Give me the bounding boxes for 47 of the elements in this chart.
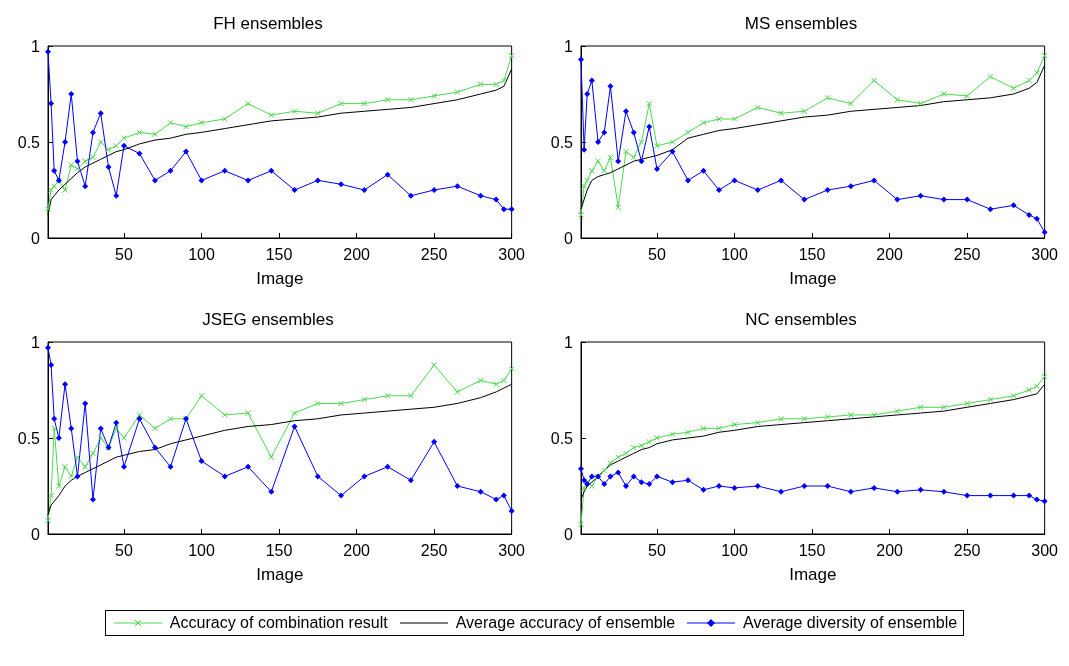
- legend-label: Accuracy of combination result: [168, 614, 388, 632]
- legend-label: Average accuracy of ensemble: [454, 614, 676, 632]
- x-tick-label: 300: [1031, 541, 1059, 559]
- x-tick-label: 50: [115, 541, 133, 559]
- x-tick-label: 300: [498, 541, 526, 559]
- y-tick-label: 0.5: [550, 429, 574, 447]
- x-axis-title: Image: [789, 269, 837, 288]
- x-tick-label: 150: [798, 245, 826, 263]
- y-tick-label: 0: [564, 229, 574, 247]
- y-tick-label: 1: [564, 37, 574, 55]
- x-tick-label: 100: [721, 245, 748, 263]
- chart-title: JSEG ensembles: [202, 310, 334, 329]
- x-tick-label: 200: [876, 245, 904, 263]
- x-tick-label: 200: [343, 541, 371, 559]
- x-tick-label: 200: [343, 245, 371, 263]
- y-tick-label: 0.5: [17, 133, 41, 151]
- x-tick-label: 100: [721, 541, 748, 559]
- x-tick-label: 250: [953, 541, 981, 559]
- x-tick-label: 300: [1031, 245, 1059, 263]
- x-tick-label: 100: [188, 245, 215, 263]
- y-tick-label: 1: [31, 37, 41, 55]
- y-tick-label: 0: [564, 525, 574, 543]
- x-tick-label: 50: [648, 541, 666, 559]
- y-tick-label: 0.5: [17, 429, 41, 447]
- x-tick-label: 150: [265, 245, 293, 263]
- chart-title: FH ensembles: [213, 14, 323, 33]
- x-tick-label: 100: [188, 541, 215, 559]
- x-tick-label: 200: [876, 541, 904, 559]
- legend-label: Average diversity of ensemble: [742, 614, 958, 632]
- chart-title: NC ensembles: [745, 310, 857, 329]
- x-tick-label: 50: [115, 245, 133, 263]
- y-tick-label: 1: [564, 333, 574, 351]
- x-tick-label: 250: [420, 541, 448, 559]
- x-tick-label: 250: [420, 245, 448, 263]
- y-tick-label: 0: [31, 229, 41, 247]
- x-tick-label: 50: [648, 245, 666, 263]
- x-axis-title: Image: [789, 565, 837, 584]
- y-tick-label: 1: [31, 333, 41, 351]
- y-tick-label: 0: [31, 525, 41, 543]
- x-tick-label: 250: [953, 245, 981, 263]
- chart-title: MS ensembles: [744, 14, 858, 33]
- x-tick-label: 300: [498, 245, 526, 263]
- x-tick-label: 150: [265, 541, 293, 559]
- x-axis-title: Image: [256, 565, 304, 584]
- x-axis-title: Image: [256, 269, 304, 288]
- x-tick-label: 150: [798, 541, 826, 559]
- y-tick-label: 0.5: [550, 133, 574, 151]
